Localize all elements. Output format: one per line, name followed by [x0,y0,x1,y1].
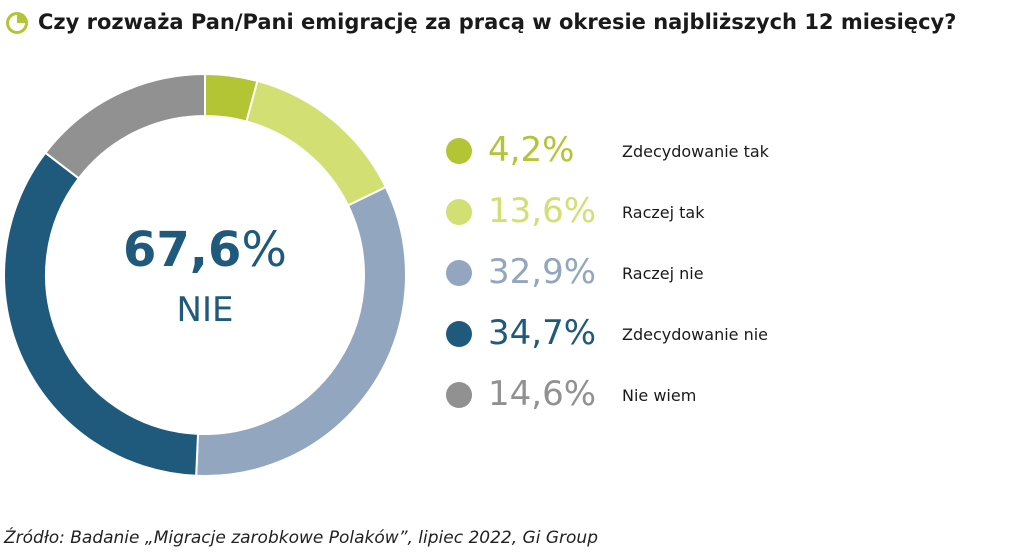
center-label: NIE [176,290,234,330]
legend-label: Raczej tak [622,203,705,222]
legend-item: 4,2% Zdecydowanie tak [440,126,1000,176]
center-number: 67,6 [122,222,242,278]
legend-item: 32,9% Raczej nie [440,248,1000,298]
legend-dot [446,138,472,164]
chart-title: Czy rozważa Pan/Pani emigrację za pracą … [38,10,957,34]
donut-slice-2 [245,79,388,207]
legend-item: 34,7% Zdecydowanie nie [440,309,1000,359]
legend-value: 13,6% [488,191,597,231]
legend-value: 34,7% [488,313,597,353]
pie-chart-icon [6,12,28,34]
legend-value: 14,6% [488,374,597,414]
source-note: Źródło: Badanie „Migracje zarobkowe Pola… [4,528,598,548]
donut-slice-4 [3,151,200,477]
legend-label: Zdecydowanie tak [622,142,769,161]
legend-value: 32,9% [488,252,597,292]
legend-item: 13,6% Raczej tak [440,187,1000,237]
legend-dot [446,321,472,347]
legend-item: 14,6% Nie wiem [440,370,1000,420]
legend-label: Zdecydowanie nie [622,325,769,344]
legend-value: 4,2% [488,130,575,170]
legend-label: Raczej nie [622,264,704,283]
legend-dot [446,199,472,225]
center-unit: % [241,222,288,278]
donut-chart [3,72,407,477]
legend-dot [446,382,472,408]
header: Czy rozważa Pan/Pani emigrację za pracą … [0,6,1024,42]
donut-slice-5 [44,72,206,180]
legend-label: Nie wiem [622,386,697,405]
legend-dot [446,260,472,286]
center-value: 67,6% [120,222,290,278]
